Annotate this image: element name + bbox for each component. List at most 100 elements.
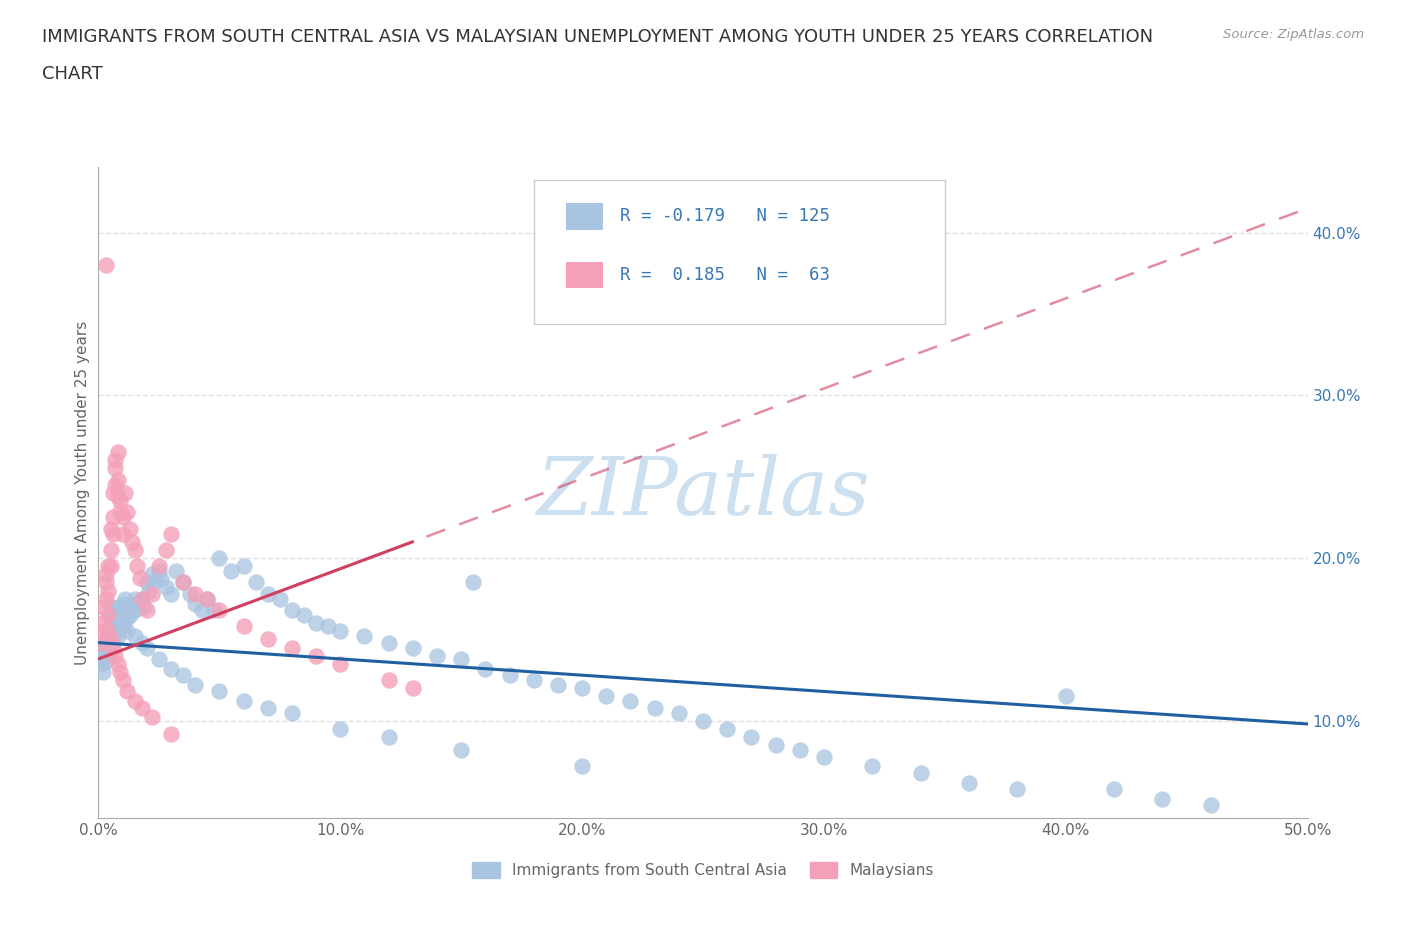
Point [305,616,328,631]
Point [111,526,134,541]
Point [107,445,129,459]
Point [107,472,129,487]
Point [94,635,117,650]
Point [910,765,932,780]
Point [281,705,304,720]
Point [141,567,163,582]
Point [97,624,120,639]
Point [94,644,117,658]
Point [160,526,183,541]
Point [547,677,569,692]
Point [117,505,139,520]
Point [97,640,120,655]
Point [100,559,122,574]
Point [117,611,139,626]
Point [114,603,136,618]
Point [463,575,485,590]
Point [740,729,762,744]
Point [100,613,122,628]
Point [108,613,131,628]
Point [97,646,120,661]
Point [138,583,160,598]
Point [100,624,122,639]
Point [124,694,146,709]
Point [94,591,117,606]
Point [100,635,122,650]
Y-axis label: Unemployment Among Youth under 25 years: Unemployment Among Youth under 25 years [75,321,90,665]
Point [101,640,124,655]
Point [100,632,122,647]
Point [91,600,114,615]
Point [104,604,127,619]
Point [143,575,166,590]
Point [111,596,134,611]
Point [107,620,129,635]
FancyBboxPatch shape [534,180,945,324]
Point [91,640,114,655]
Point [108,664,131,679]
Point [155,542,177,557]
Point [94,575,117,590]
Text: IMMIGRANTS FROM SOUTH CENTRAL ASIA VS MALAYSIAN UNEMPLOYMENT AMONG YOUTH UNDER 2: IMMIGRANTS FROM SOUTH CENTRAL ASIA VS MA… [42,28,1153,46]
Point [90,657,112,671]
Point [692,713,714,728]
Point [131,591,153,606]
Point [104,453,127,468]
Point [195,591,218,606]
Point [91,651,114,666]
Point [101,611,124,626]
Point [160,661,183,676]
Point [91,616,114,631]
Point [114,591,136,606]
Point [97,559,120,574]
Point [619,694,641,709]
Point [97,607,120,622]
Point [184,596,207,611]
Point [94,567,117,582]
Point [474,661,496,676]
Point [179,587,201,602]
Point [94,653,117,668]
Point [292,607,315,622]
Point [172,575,194,590]
Point [100,521,122,536]
Point [221,564,243,578]
Point [107,629,129,644]
FancyBboxPatch shape [567,261,603,288]
Point [101,620,124,635]
Point [329,657,352,671]
Point [131,591,153,606]
Point [765,737,787,752]
Point [172,668,194,683]
Point [90,648,112,663]
Point [281,603,304,618]
Point [860,759,883,774]
Point [269,591,291,606]
Point [118,521,141,536]
Point [101,526,124,541]
Point [160,726,183,741]
Point [232,619,254,634]
Point [118,607,141,622]
Point [232,559,254,574]
Point [111,616,134,631]
Point [1152,791,1174,806]
Point [141,711,163,725]
Point [256,632,278,647]
Point [716,722,738,737]
Point [111,510,134,525]
Point [108,494,131,509]
Point [107,611,129,626]
Point [91,664,114,679]
Point [571,681,593,696]
Point [1199,798,1222,813]
Point [94,258,117,272]
Point [107,489,129,504]
Point [208,603,231,618]
Point [305,648,328,663]
Point [256,700,278,715]
Point [195,591,218,606]
Point [1054,689,1077,704]
Point [402,681,425,696]
Point [523,672,546,687]
